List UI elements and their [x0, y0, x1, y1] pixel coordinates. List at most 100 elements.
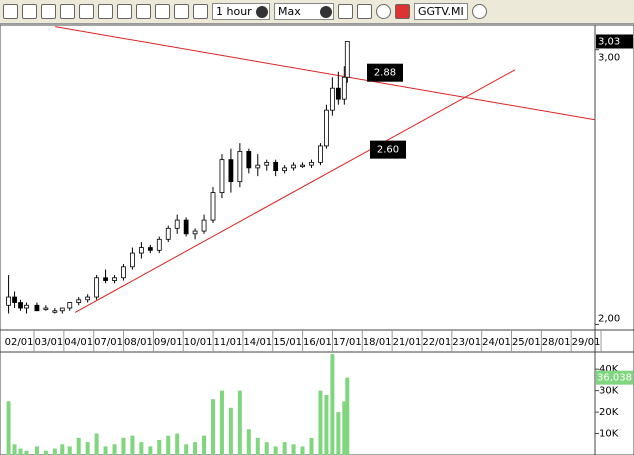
volume-bar	[228, 407, 233, 455]
zoom-x[interactable]	[60, 4, 75, 19]
draw[interactable]	[338, 4, 353, 19]
export[interactable]	[395, 4, 410, 19]
candle	[192, 230, 198, 235]
candle	[344, 41, 350, 78]
volume-bar	[67, 446, 72, 455]
candle	[18, 302, 23, 309]
x-tick-label: 16/01	[303, 337, 332, 348]
trendline	[55, 26, 596, 121]
annotation-box	[370, 140, 406, 159]
candle	[12, 296, 17, 303]
volume-bar	[273, 446, 278, 455]
volume-bar	[112, 444, 117, 455]
zoom-out[interactable]	[22, 4, 37, 19]
candle	[329, 87, 335, 111]
candle	[318, 145, 323, 163]
volume-bar	[175, 433, 180, 455]
candle	[228, 159, 234, 183]
range-select[interactable]: Max	[274, 3, 334, 20]
crosshair[interactable]	[117, 4, 132, 19]
x-tick-label: 23/01	[452, 337, 481, 348]
x-tick-label: 25/01	[512, 337, 541, 348]
volume-bar	[264, 442, 269, 455]
volume-bar	[193, 442, 198, 455]
interval: 1 hour	[216, 5, 252, 18]
volume-bar	[157, 439, 162, 455]
volume-bar	[121, 437, 126, 455]
x-tick-label: 02/01	[5, 337, 34, 348]
volume-bar	[52, 448, 57, 455]
x-tick-label: 09/01	[154, 337, 183, 348]
volume-bar	[6, 401, 11, 455]
candle	[103, 277, 108, 281]
candle	[112, 277, 117, 281]
last-volume: 36,038	[597, 373, 632, 384]
x-tick-label: 24/01	[482, 337, 511, 348]
candle	[138, 247, 144, 254]
volume-bar	[184, 444, 189, 455]
refresh[interactable]	[376, 4, 391, 19]
save[interactable]	[357, 4, 372, 19]
volume-bar	[282, 442, 287, 455]
volume-bar	[103, 446, 108, 455]
volume-bar	[166, 435, 171, 455]
volume-bar	[291, 444, 296, 455]
symbol: GGTV.MI	[418, 5, 464, 18]
candle	[121, 266, 126, 279]
x-tick-label: 11/01	[214, 337, 243, 348]
x-tick-label: 07/01	[94, 337, 123, 348]
volume-bar	[85, 442, 90, 455]
candle	[43, 307, 49, 310]
candle	[52, 310, 58, 313]
volume-bar	[309, 437, 314, 455]
y-tick-label: 3,00	[598, 53, 620, 64]
symbol-input[interactable]: GGTV.MI	[414, 3, 468, 20]
x-tick-label: 10/01	[184, 337, 213, 348]
annotation: 2.60	[377, 145, 399, 156]
v-tick-label: 20K	[599, 407, 619, 418]
candle	[24, 304, 29, 309]
candle	[300, 164, 305, 168]
x-tick-label: 22/01	[422, 337, 451, 348]
zoom-in[interactable]	[3, 4, 18, 19]
volume-bar	[237, 390, 242, 455]
zoom-y[interactable]	[79, 4, 94, 19]
candle	[85, 296, 91, 301]
search[interactable]	[472, 4, 487, 19]
interval-select[interactable]: 1 hour	[212, 3, 270, 20]
table-view[interactable]	[136, 4, 151, 19]
candle	[237, 150, 243, 183]
candle	[264, 161, 270, 166]
volume-bar	[24, 450, 29, 455]
v-tick-label: 40K	[599, 364, 619, 375]
candle	[156, 238, 162, 251]
reset[interactable]	[98, 4, 113, 19]
line-view[interactable]	[174, 4, 189, 19]
volume-bar	[94, 433, 99, 455]
last-volume-box	[596, 370, 633, 385]
volume-bar	[324, 394, 329, 455]
y-tick-label: 2,00	[598, 314, 620, 325]
volume-bar	[12, 444, 17, 455]
candle	[341, 76, 347, 100]
fit[interactable]	[41, 4, 56, 19]
volume-bar	[336, 412, 341, 455]
candle	[335, 87, 341, 100]
bar-view[interactable]	[155, 4, 170, 19]
candle	[219, 159, 225, 194]
toolbar: 1 hour Max GGTV.MI	[0, 0, 634, 24]
candle-view[interactable]	[193, 4, 208, 19]
candle	[291, 164, 296, 169]
volume-bar	[211, 399, 216, 455]
candle	[130, 252, 135, 268]
x-tick-label: 17/01	[333, 337, 362, 348]
x-tick-label: 04/01	[64, 337, 93, 348]
candle	[210, 192, 216, 221]
x-tick-label: 28/01	[542, 337, 571, 348]
last-price-box	[596, 34, 633, 49]
candle	[246, 150, 252, 169]
volume-bar	[60, 444, 65, 455]
volume-bar	[130, 435, 135, 455]
candle	[324, 109, 329, 147]
candle	[59, 307, 65, 312]
